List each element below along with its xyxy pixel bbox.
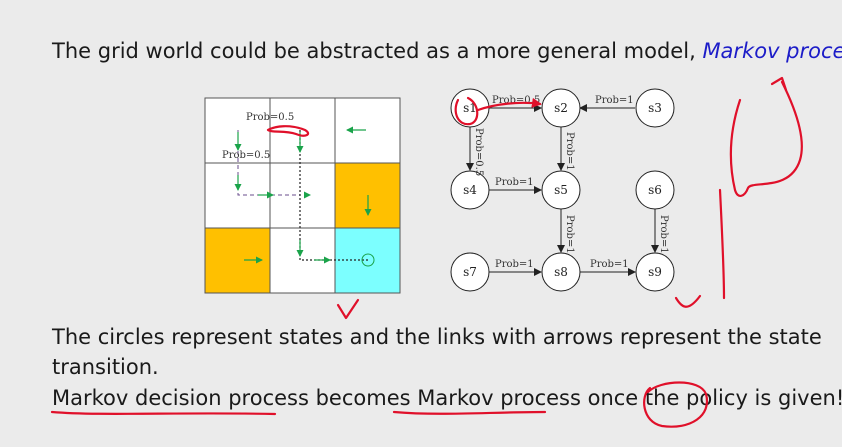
edge-label-s1-s2: Prob=0.5 [492,95,540,106]
mp-term: Markov process [417,386,581,410]
node-label-s1: s1 [463,101,477,115]
edge-label-s2-s5: Prob=1 [564,132,575,171]
grid-prob-top: Prob=0.5 [246,112,294,123]
ink-check-grid [336,298,360,320]
node-s3 [635,88,675,128]
edge-label-s5-s8: Prob=1 [564,215,575,254]
intro-line: The grid world could be abstracted as a … [52,39,842,63]
graph-nodes [450,88,675,292]
state-graph: s1 s2 s3 s4 s5 s6 s7 s8 s9 Prob=0.5 Prob… [450,88,675,292]
node-s2 [541,88,581,128]
becomes-text: becomes [308,386,418,410]
policy-term: policy [686,386,748,410]
trajectory-dashed [237,130,300,196]
grid-world: Prob=0.5 Prob=0.5 [204,97,401,294]
ink-underline-mdp [50,410,277,416]
node-label-s9: s9 [648,265,662,279]
node-s5 [541,170,581,210]
node-label-s6: s6 [648,183,662,197]
node-label-s4: s4 [463,183,477,197]
node-s4 [450,170,490,210]
edge-label-s7-s8: Prob=1 [495,259,534,270]
ink-circle-policy [643,381,709,428]
graph-edges [466,104,659,276]
given-text: is given! [747,386,842,410]
ink-circle-s1 [454,96,479,126]
node-label-s2: s2 [554,101,568,115]
node-labels: s1 s2 s3 s4 s5 s6 s7 s8 s9 [463,101,662,279]
markov-process-link: Markov process. [702,39,842,63]
trajectory-dotted [299,130,368,261]
node-s6 [635,170,675,210]
mdp-term: Markov decision process [52,386,309,410]
ink-scribble-grid [266,125,310,137]
edge-label-s3-s2: Prob=1 [595,95,634,106]
target-circle-icon [361,253,375,267]
policy-line: Markov decision process becomes Markov p… [52,386,842,410]
ink-check-graph [674,294,702,308]
node-label-s5: s5 [554,183,568,197]
edge-label-s6-s9: Prob=1 [658,215,669,254]
node-s8 [541,252,581,292]
intro-text: The grid world could be abstracted as a … [52,39,696,63]
node-s1 [450,88,490,128]
ink-annotations [50,76,803,428]
ink-arrow-s1-s2 [476,97,542,112]
ink-vertical-stroke [718,188,726,300]
ink-brace-head [770,76,788,92]
node-s7 [450,252,490,292]
grid-prob-left: Prob=0.5 [222,150,270,161]
ink-underline-mp [392,410,547,415]
edge-label-s1-s4: Prob=0.5 [473,128,484,176]
circles-line-cont: transition. [52,355,159,379]
node-label-s3: s3 [648,101,662,115]
edge-label-s8-s9: Prob=1 [590,259,629,270]
once-text: once the [580,386,687,410]
node-label-s7: s7 [463,265,477,279]
policy-arrows [234,126,372,264]
edge-label-s4-s5: Prob=1 [495,177,534,188]
ink-brace [729,80,803,197]
circles-line: The circles represent states and the lin… [52,325,822,349]
node-label-s8: s8 [554,265,568,279]
node-s9 [635,252,675,292]
